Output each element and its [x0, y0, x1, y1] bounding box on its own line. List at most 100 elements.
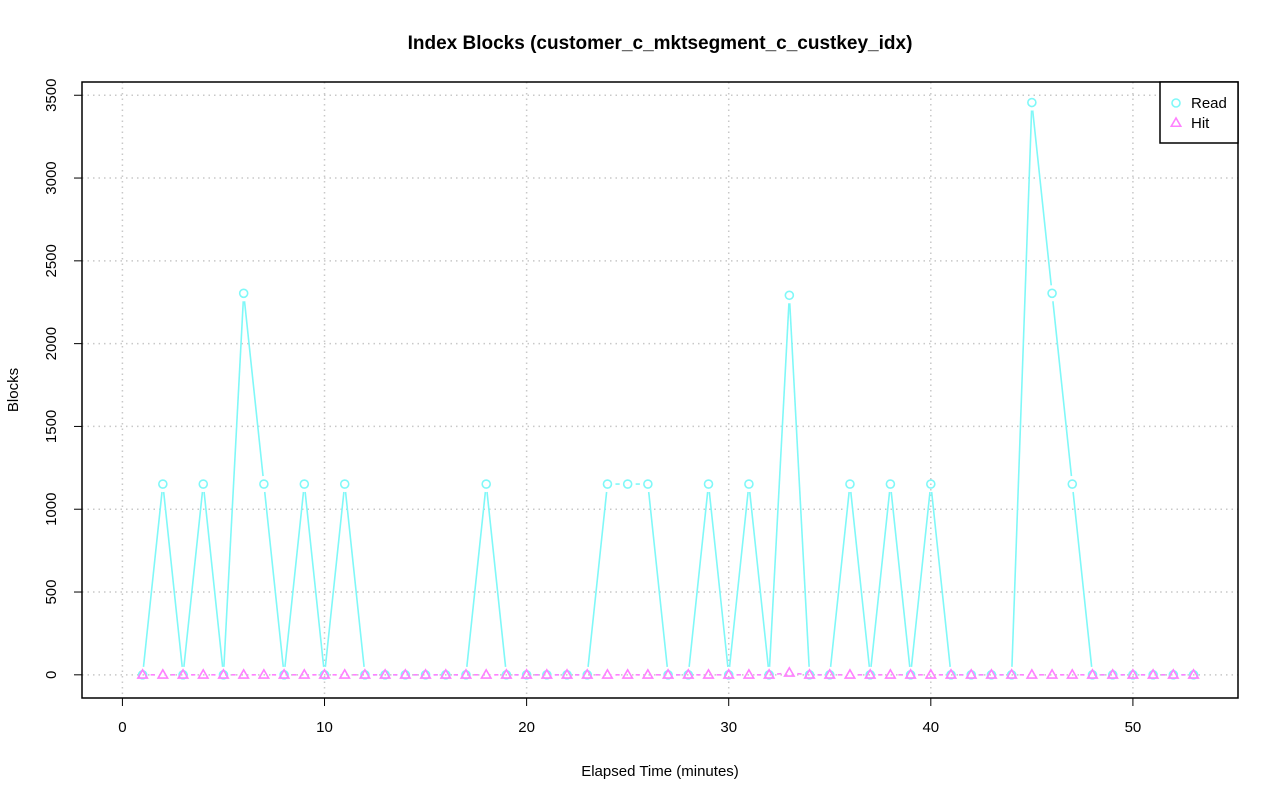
hit-point	[924, 668, 937, 679]
hit-point	[661, 668, 675, 679]
hit-point	[985, 668, 998, 679]
read-point	[339, 479, 350, 489]
y-tick-label: 0	[43, 671, 60, 679]
read-point	[238, 288, 249, 299]
read-line-segment	[223, 301, 245, 667]
hit-point	[379, 668, 392, 679]
legend-label-hit: Hit	[1191, 115, 1210, 132]
hit-point	[419, 668, 432, 679]
legend-label-read: Read	[1191, 95, 1227, 112]
read-line-segment	[850, 491, 871, 667]
hit-point	[1167, 668, 1180, 679]
series-layer	[136, 97, 1200, 680]
y-axis-label: Blocks	[5, 368, 22, 412]
read-line-segment	[728, 491, 749, 667]
y-tick-label: 3000	[43, 161, 60, 194]
read-line-segment	[183, 491, 204, 667]
hit-point	[904, 668, 917, 679]
x-axis-label: Elapsed Time (minutes)	[581, 763, 739, 780]
hit-point	[500, 668, 513, 679]
legend-marker-hit	[1169, 116, 1183, 128]
hit-point	[702, 668, 715, 679]
read-line-segment	[1011, 110, 1033, 667]
hit-point	[217, 668, 230, 679]
read-point	[1067, 479, 1078, 489]
hit-point	[864, 668, 877, 679]
hit-point	[783, 666, 796, 677]
hit-point	[480, 668, 493, 679]
series-hit	[136, 666, 1200, 679]
read-point	[158, 479, 168, 489]
read-point	[259, 479, 269, 489]
hit-point	[1187, 668, 1200, 679]
legend-marker-read	[1171, 98, 1181, 108]
hit-point	[237, 668, 250, 679]
hit-point	[742, 668, 756, 679]
hit-point	[176, 668, 190, 679]
read-line-segment	[324, 491, 345, 667]
read-point	[299, 479, 310, 489]
read-line-segment	[203, 491, 224, 667]
read-line-segment	[647, 491, 669, 667]
y-tick-label: 1500	[43, 410, 60, 443]
y-tick-label: 500	[43, 580, 60, 605]
y-axis: 0 500 1000 1500 2000 2500 3000 3500	[43, 79, 82, 679]
hit-point	[621, 668, 634, 679]
x-axis: 0 10 20 30 40 50	[118, 698, 1141, 736]
hit-point	[823, 668, 836, 679]
read-line-segment	[870, 491, 891, 667]
read-line-segment	[910, 491, 931, 667]
hit-point	[1086, 668, 1099, 679]
hit-point	[843, 668, 857, 679]
hit-point	[338, 668, 351, 679]
read-line-segment	[1052, 301, 1073, 477]
hit-point	[884, 668, 897, 679]
y-tick-label: 2500	[43, 244, 60, 277]
read-point	[622, 479, 633, 489]
read-line-segment	[263, 491, 285, 667]
read-point	[602, 479, 613, 489]
read-line-segment	[788, 303, 810, 667]
read-line-segment	[1072, 491, 1093, 667]
hit-point	[257, 668, 271, 679]
legend-item-hit: Hit	[1169, 115, 1210, 132]
hit-point	[197, 668, 210, 679]
x-tick-label: 50	[1125, 719, 1142, 736]
y-tick-label: 2000	[43, 327, 60, 360]
read-line-segment	[748, 491, 770, 667]
hit-point	[1146, 668, 1160, 679]
read-line-segment	[162, 491, 184, 667]
x-tick-label: 20	[518, 719, 535, 736]
hit-point	[581, 668, 594, 679]
read-line-segment	[890, 491, 911, 667]
legend: Read Hit	[1159, 81, 1239, 144]
hit-point	[965, 668, 978, 679]
legend-box	[1159, 81, 1239, 144]
read-line-segment	[243, 301, 264, 477]
read-point	[926, 479, 936, 489]
hit-point	[520, 668, 533, 679]
read-line-segment	[466, 491, 487, 667]
read-line-segment	[1031, 110, 1053, 286]
hit-point	[762, 668, 776, 679]
read-line-segment	[768, 303, 790, 667]
read-point	[1027, 97, 1037, 108]
plot-frame	[81, 81, 1239, 699]
legend-item-read: Read	[1171, 95, 1227, 112]
hit-point	[1005, 668, 1018, 679]
read-point	[845, 479, 855, 489]
x-tick-label: 10	[316, 719, 333, 736]
read-line-segment	[708, 491, 729, 667]
x-tick-label: 0	[118, 719, 126, 736]
hit-point	[722, 668, 735, 679]
hit-point	[1106, 668, 1119, 679]
read-point	[784, 290, 795, 301]
chart-title: Index Blocks (customer_c_mktsegment_c_cu…	[408, 33, 913, 54]
read-point	[643, 479, 653, 489]
hit-point	[601, 668, 614, 679]
read-line-segment	[344, 491, 365, 667]
y-tick-label: 1000	[43, 493, 60, 526]
hit-point	[1025, 668, 1038, 679]
hit-point	[439, 668, 452, 679]
